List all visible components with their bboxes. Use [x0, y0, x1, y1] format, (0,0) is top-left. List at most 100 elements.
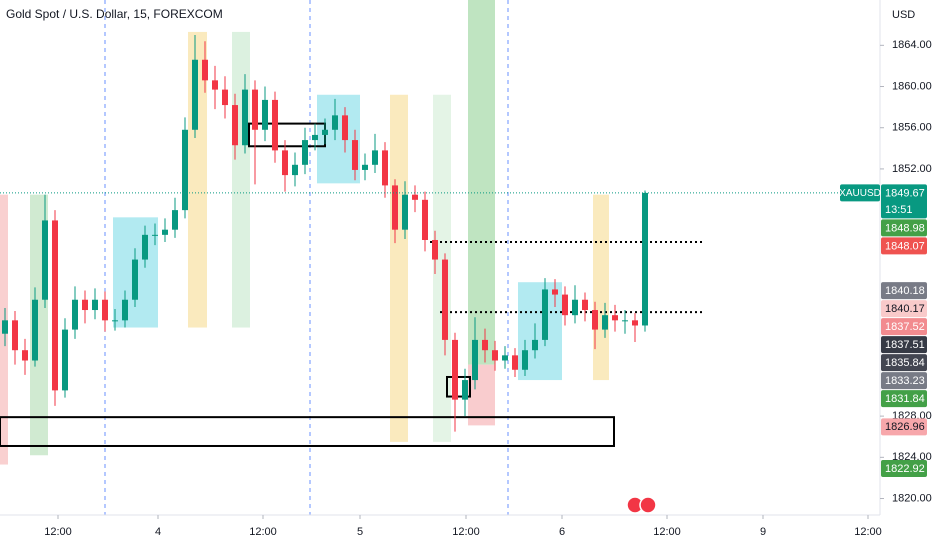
price-tag — [881, 336, 927, 354]
candle-body — [22, 350, 28, 361]
event-icons — [626, 496, 657, 514]
price-tag-label: 1840.18 — [885, 285, 925, 297]
candle-body — [252, 89, 258, 130]
price-tag-label: 1848.07 — [885, 240, 925, 252]
price-tag-label: 1833.23 — [885, 375, 925, 387]
candle-body — [472, 339, 478, 381]
y-tick-label: 1856.00 — [892, 122, 932, 134]
price-tag — [881, 390, 927, 408]
price-tag-label: 1826.96 — [885, 421, 925, 433]
x-tick-label: 9 — [760, 526, 766, 538]
price-tag-label: 1848.98 — [885, 222, 925, 234]
candle-body — [332, 115, 338, 130]
price-tag — [881, 459, 927, 477]
x-tick-label: 4 — [155, 526, 161, 538]
candle-body — [622, 320, 628, 322]
y-tick-label: 1860.00 — [892, 80, 932, 92]
candle-body — [352, 140, 358, 170]
candle-body — [12, 320, 18, 351]
candle-body — [382, 150, 388, 186]
y-tick-label: 1852.00 — [892, 163, 932, 175]
x-tick-label: 12:00 — [653, 526, 681, 538]
x-tick-label: 12:00 — [249, 526, 277, 538]
candle-body — [442, 259, 448, 340]
x-tick-label: 12:00 — [44, 526, 72, 538]
candle-body — [272, 99, 278, 151]
candle-body — [362, 164, 368, 170]
candle-body — [132, 259, 138, 300]
candle-body — [592, 310, 598, 330]
candle-body — [602, 315, 608, 330]
x-tick-label: 12:00 — [452, 526, 480, 538]
price-tag-label: 1835.84 — [885, 357, 925, 369]
plot-area — [0, 0, 880, 515]
candle-body — [532, 339, 538, 351]
candle-body — [42, 220, 48, 300]
candle-body — [232, 105, 238, 146]
candle-body — [522, 350, 528, 370]
candle-body — [92, 299, 98, 311]
candle-body — [282, 150, 288, 176]
price-tag — [881, 300, 927, 318]
price-tag — [881, 282, 927, 300]
candle-body — [122, 299, 128, 321]
candle-body — [412, 194, 418, 200]
candle-body — [422, 199, 428, 240]
chart-title: Gold Spot / U.S. Dollar, 15, FOREXCOM — [6, 7, 223, 21]
candle-body — [512, 355, 518, 370]
symbol-tag — [840, 184, 880, 202]
candle-body — [612, 315, 618, 321]
price-tag-label: 1837.51 — [885, 339, 925, 351]
x-tick-label: 5 — [357, 526, 363, 538]
zone — [390, 94, 408, 442]
candle-body — [502, 355, 508, 361]
price-tag-label: 1837.52 — [885, 321, 925, 333]
zone — [468, 0, 495, 365]
price-tag-label: 1822.92 — [885, 463, 925, 475]
candle-body — [492, 350, 498, 361]
price-tag — [881, 318, 927, 336]
candle-body — [342, 115, 348, 141]
candle-body — [2, 320, 8, 334]
candle-body — [72, 299, 78, 330]
candle-body — [222, 89, 228, 106]
candle-body — [102, 299, 108, 321]
countdown: 13:51 — [885, 204, 913, 216]
price-tag — [881, 354, 927, 372]
symbol-label: XAUUSD — [839, 188, 881, 199]
candle-body — [312, 134, 318, 141]
candle-body — [462, 380, 468, 400]
candle-body — [182, 129, 188, 211]
price-tag — [881, 184, 927, 219]
event-icon[interactable] — [639, 496, 657, 514]
zone — [593, 194, 609, 381]
price-tag — [881, 219, 927, 237]
candle-body — [582, 299, 588, 311]
box — [0, 416, 615, 447]
price-tag — [881, 418, 927, 436]
x-tick-label: 12:00 — [854, 526, 882, 538]
candle-body — [392, 185, 398, 230]
candle-body — [552, 289, 558, 295]
candle-body — [202, 59, 208, 81]
candle-body — [152, 234, 158, 236]
candle-body — [262, 99, 268, 130]
zone — [317, 94, 360, 184]
candle-body — [402, 194, 408, 230]
price-tag-label: 1840.17 — [885, 303, 925, 315]
price-tag-label: 1849.67 — [885, 187, 925, 199]
candle-body — [482, 339, 488, 351]
candle-body — [452, 339, 458, 400]
x-tick-label: 6 — [559, 526, 565, 538]
candle-body — [302, 140, 308, 165]
candle-body — [52, 220, 58, 391]
candle-body — [372, 150, 378, 165]
y-tick-label: 1820.00 — [892, 492, 932, 504]
candle-body — [192, 59, 198, 130]
candle-body — [322, 129, 328, 135]
candle-body — [112, 320, 118, 322]
candle-body — [542, 289, 548, 340]
candle-body — [562, 294, 568, 316]
y-tick-label: 1864.00 — [892, 39, 932, 51]
